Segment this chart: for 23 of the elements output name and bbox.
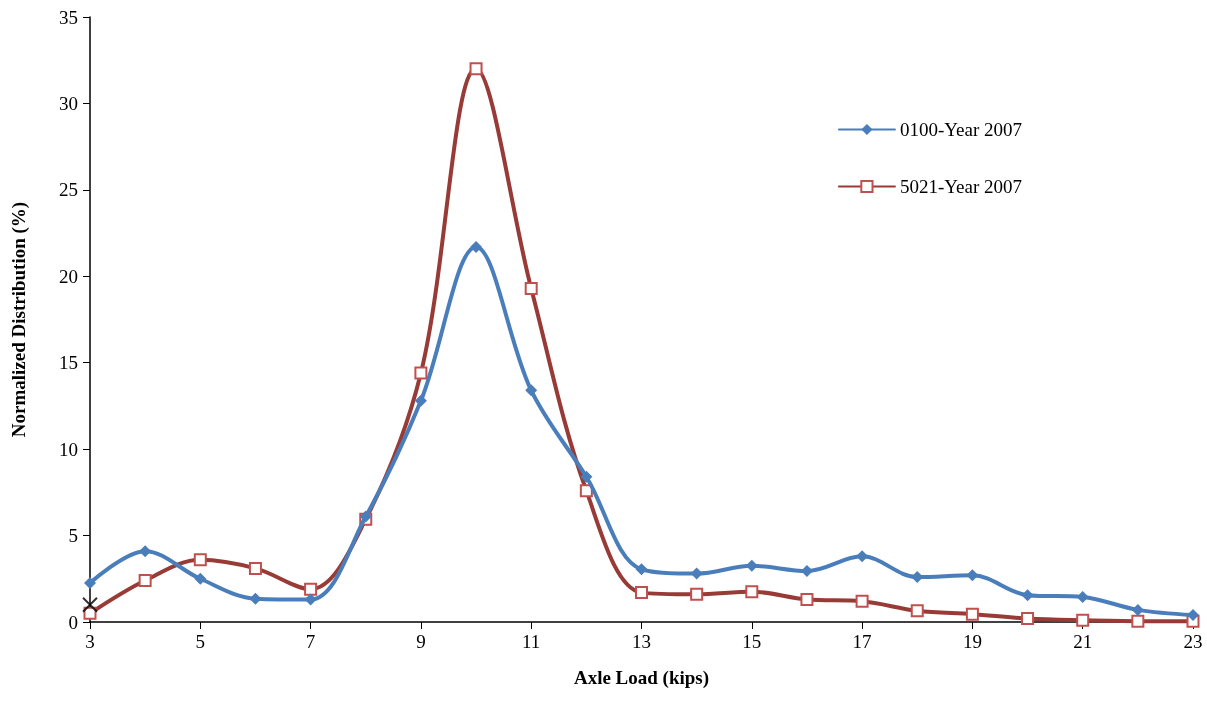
- x-tick-label: 15: [742, 631, 762, 652]
- x-tick-label: 21: [1073, 631, 1093, 652]
- legend-label: 0100-Year 2007: [899, 119, 1022, 140]
- y-tick-label: 25: [59, 179, 78, 201]
- y-tick-label: 35: [59, 6, 78, 28]
- x-axis-title: Axle Load (kips): [573, 667, 710, 689]
- x-tick-label: 9: [416, 631, 426, 652]
- x-tick-label: 17: [852, 631, 872, 652]
- y-tick-label: 15: [59, 352, 78, 374]
- x-tick-label: 23: [1183, 631, 1203, 652]
- y-tick-label: 30: [59, 92, 78, 114]
- x-tick-label: 7: [305, 631, 316, 652]
- x-tick-label: 13: [632, 631, 651, 652]
- x-tick-label: 5: [195, 631, 206, 652]
- x-tick-label: 3: [85, 631, 95, 652]
- x-tick-label: 11: [522, 631, 541, 652]
- y-tick-label: 10: [59, 438, 78, 460]
- y-tick-label: 5: [68, 525, 78, 547]
- y-tick-label: 0: [68, 611, 78, 633]
- legend-label: 5021-Year 2007: [899, 176, 1022, 197]
- y-tick-label: 20: [59, 265, 78, 287]
- x-tick-label: 19: [962, 631, 982, 652]
- y-axis-title: Normalized Distribution (%): [8, 201, 30, 438]
